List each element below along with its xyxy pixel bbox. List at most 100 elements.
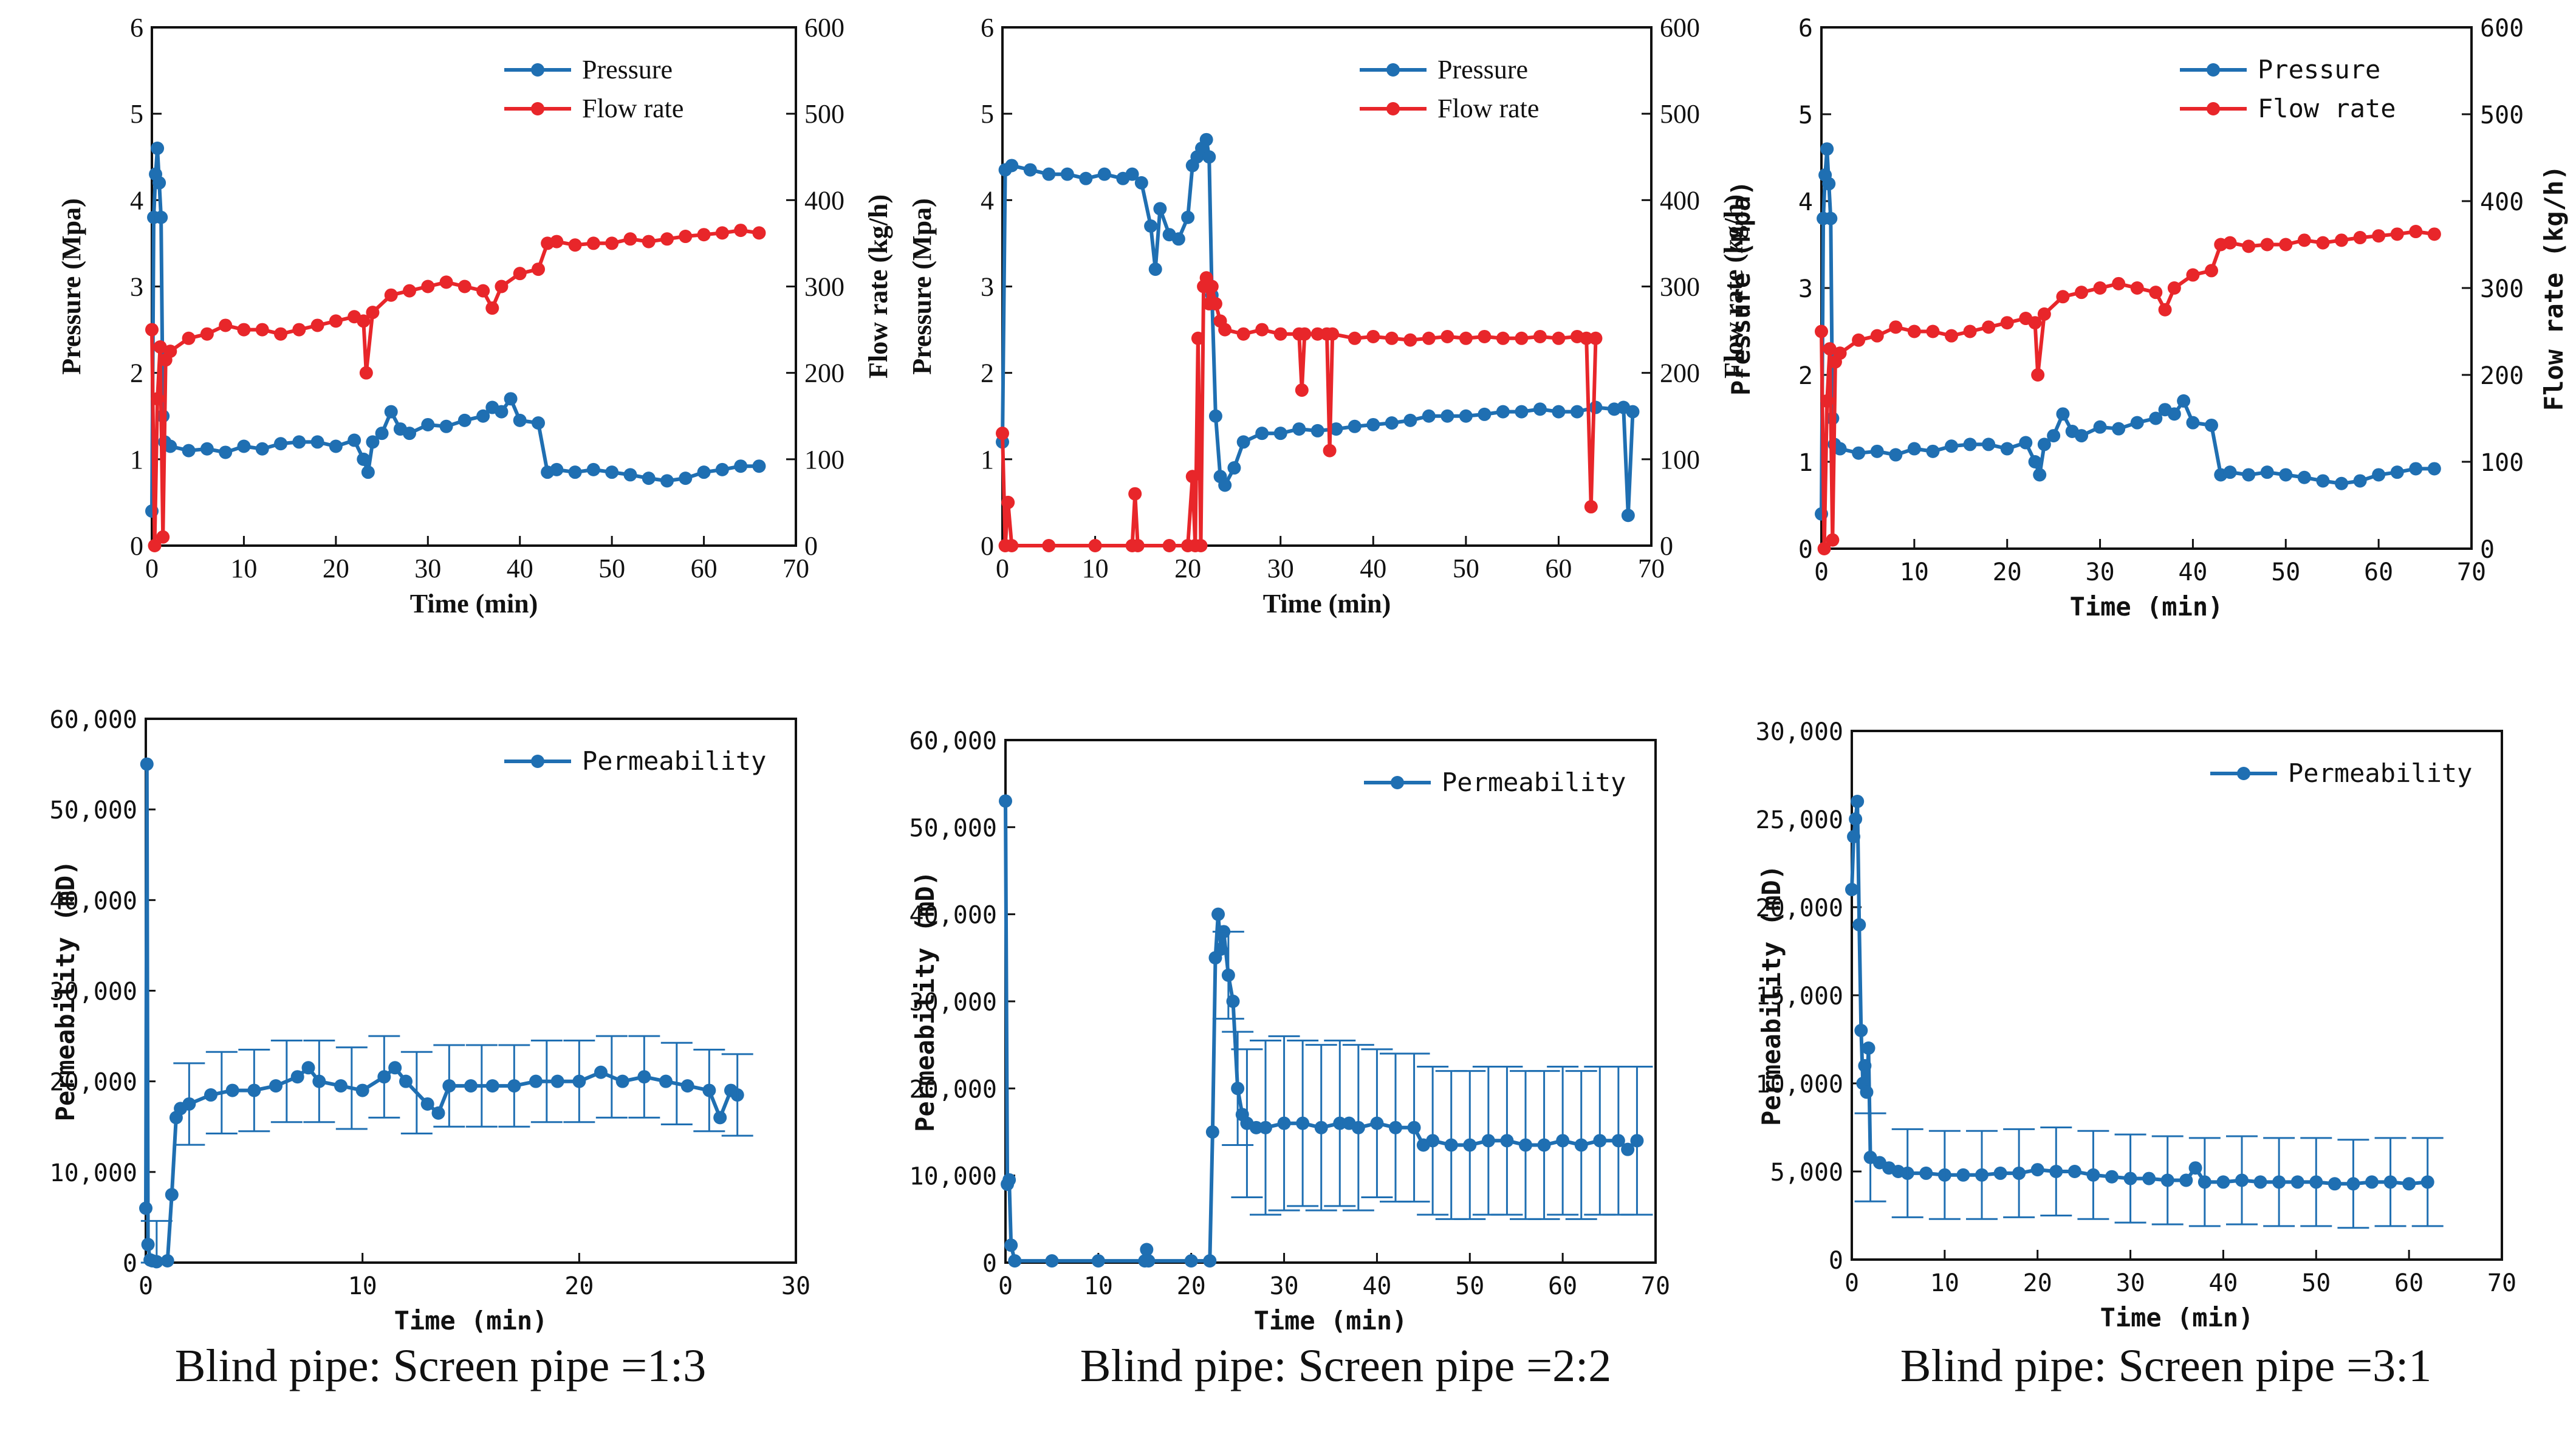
- error-bar: [563, 1040, 595, 1123]
- y2-tick-label: 400: [804, 185, 844, 215]
- pressure-point: [366, 435, 380, 449]
- x-tick-label: 0: [145, 554, 159, 583]
- x-tick-label: 60: [1545, 554, 1572, 583]
- pressure-point: [1833, 442, 1847, 456]
- pressure-point: [1171, 232, 1185, 246]
- error-bar: [1231, 1048, 1263, 1198]
- flow-rate-point: [439, 275, 453, 289]
- error-bar: [1928, 1130, 1961, 1220]
- flow-rate-point: [513, 267, 527, 281]
- flow-rate-point: [2316, 236, 2330, 250]
- pressure-point: [292, 435, 306, 449]
- pressure-point: [2205, 418, 2218, 432]
- x-tick-label: 30: [1267, 554, 1294, 583]
- pressure-point: [2047, 429, 2061, 443]
- chart-pf22: 0 10 20 30 40 50 60 700123456010020030040050060…: [907, 13, 1749, 619]
- error-bar: [1966, 1130, 1998, 1220]
- legend-swatch-marker: [1391, 776, 1404, 789]
- flow-rate-point: [274, 327, 287, 341]
- caption-2to2: Blind pipe: Screen pipe =2:2: [1080, 1340, 1612, 1391]
- legend-label: Flow rate: [2258, 94, 2396, 123]
- pressure-point: [1945, 439, 1958, 453]
- x-tick-label: 10: [1930, 1269, 1959, 1297]
- y2-tick-label: 100: [1660, 445, 1700, 475]
- permeability-point: [301, 1061, 315, 1075]
- pressure-point: [1134, 176, 1148, 190]
- permeability-point: [290, 1070, 304, 1084]
- error-bar: [1891, 1128, 1923, 1218]
- pressure-point: [152, 176, 166, 190]
- flow-rate-point: [1088, 539, 1102, 552]
- x-axis-label: Time (min): [410, 589, 538, 619]
- y-tick-label: 10,000: [50, 1159, 138, 1187]
- y-tick-label: 20,000: [909, 1075, 998, 1103]
- y-tick-label: 60,000: [909, 727, 998, 755]
- pressure-point: [1218, 478, 1232, 492]
- chart-pf13: 0 10 20 30 40 50 60 700123456010020030040050060…: [57, 13, 893, 619]
- permeability-point: [388, 1061, 402, 1075]
- flow-rate-point: [1366, 329, 1380, 343]
- permeability-point: [1205, 1125, 1219, 1139]
- flow-rate-point: [255, 323, 269, 337]
- y2-tick-label: 500: [2480, 101, 2524, 129]
- pressure-point: [586, 462, 600, 476]
- pressure-point: [605, 465, 619, 479]
- permeability-point: [1045, 1254, 1059, 1268]
- pressure-point: [1870, 444, 1884, 458]
- pressure-point: [2297, 470, 2311, 484]
- x-tick-label: 60: [1548, 1272, 1577, 1300]
- flow-rate-point: [1852, 333, 1866, 347]
- error-bar: [1565, 1070, 1597, 1220]
- error-bar: [1287, 1040, 1319, 1207]
- flow-rate-point: [1208, 297, 1222, 310]
- pressure-point: [1125, 167, 1139, 181]
- pressure-point: [1144, 219, 1158, 233]
- y-tick-label: 1: [1798, 449, 1813, 477]
- legend-flow-rate: Flow rate: [1360, 94, 1539, 123]
- y2-tick-label: 400: [2480, 188, 2524, 216]
- x-tick-label: 50: [1455, 1272, 1484, 1300]
- pressure-point: [1310, 424, 1324, 437]
- y-tick-label: 40,000: [50, 887, 138, 915]
- legend-swatch-marker: [1386, 63, 1400, 77]
- flow-rate-point: [1185, 470, 1199, 484]
- x-axis-label: Time (min): [1254, 1306, 1408, 1336]
- x-tick-label: 30: [1269, 1272, 1298, 1300]
- x-tick-label: 60: [2394, 1269, 2424, 1297]
- y2-tick-label: 500: [804, 99, 844, 129]
- error-bar: [1222, 1031, 1254, 1146]
- chart-perm22: 0 10 20 30 40 50 60 70 0 10,000 20,000 30,000 40,000…: [909, 727, 1671, 1336]
- permeability-point: [2179, 1173, 2193, 1187]
- error-bar: [1417, 1066, 1449, 1216]
- pressure-point: [2112, 422, 2126, 436]
- y-tick-label: 6: [130, 13, 143, 43]
- pressure-point: [2033, 468, 2047, 482]
- flow-rate-point: [1205, 280, 1219, 293]
- error-bar: [173, 1062, 205, 1146]
- flow-rate-point: [1403, 333, 1417, 347]
- flow-rate-point: [1982, 320, 1996, 334]
- pressure-point: [1153, 202, 1167, 216]
- pressure-point: [1348, 419, 1362, 433]
- flow-rate-point: [2409, 225, 2423, 239]
- flow-rate-point: [2031, 368, 2045, 382]
- y-tick-label: 50,000: [909, 814, 998, 842]
- x-tick-label: 10: [1084, 1272, 1113, 1300]
- pressure-point: [1626, 405, 1640, 419]
- y2-tick-label: 300: [2480, 275, 2524, 303]
- flow-rate-point: [476, 284, 490, 298]
- error-bar: [1212, 930, 1244, 1020]
- error-bar: [1621, 1066, 1653, 1216]
- pressure-point: [2075, 429, 2088, 443]
- flow-rate-point: [586, 236, 600, 250]
- x-tick-label: 0: [1845, 1269, 1859, 1297]
- y-tick-label: 1: [981, 445, 994, 475]
- pressure-point: [2186, 416, 2200, 430]
- y-tick-label: 25,000: [1756, 806, 1844, 834]
- pressure-point: [1852, 446, 1866, 460]
- error-bar: [595, 1035, 628, 1119]
- flow-rate-point: [1042, 539, 1056, 552]
- flow-rate-point: [384, 288, 398, 302]
- flow-rate-point: [2279, 238, 2293, 252]
- flow-rate-point: [1440, 329, 1454, 343]
